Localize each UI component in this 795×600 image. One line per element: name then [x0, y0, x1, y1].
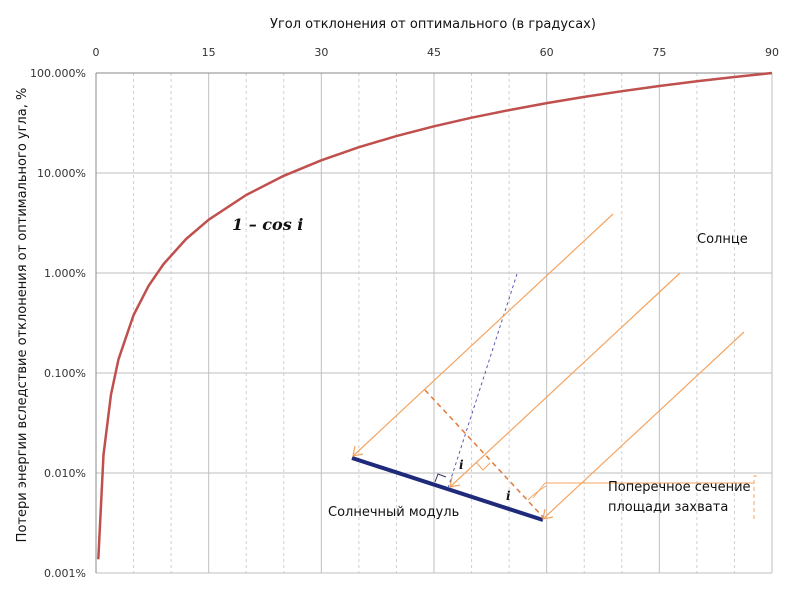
y-tick-labels: 0.001% 0.010% 0.100% 1.000% 10.000% 100.000% — [30, 67, 86, 580]
y-tick-label: 1.000% — [44, 267, 86, 280]
axes — [95, 72, 772, 573]
x-tick-labels: 0 15 30 45 60 75 90 — [93, 46, 780, 59]
x-tick-label: 45 — [427, 46, 441, 59]
x-tick-label: 0 — [93, 46, 100, 59]
angle-label-bottom: i — [506, 489, 511, 503]
x-tick-label: 30 — [314, 46, 328, 59]
callout-bracket — [753, 475, 757, 520]
sun-ray-3-arrowhead — [542, 508, 554, 520]
x-tick-label: 60 — [540, 46, 554, 59]
angle-label-top: i — [459, 458, 464, 472]
angle-arc-top — [475, 461, 491, 471]
cross-section-label-line2: площади захвата — [608, 500, 728, 515]
sun-label: Солнце — [697, 232, 748, 247]
y-tick-label: 0.100% — [44, 367, 86, 380]
sun-ray-3 — [542, 331, 745, 520]
solar-module — [351, 456, 544, 522]
y-tick-label: 0.010% — [44, 467, 86, 480]
y-tick-label: 10.000% — [37, 167, 86, 180]
sun-angle-diagram: i i Солнце Солнечный модуль Поперечное с… — [328, 213, 757, 522]
module-normal — [447, 273, 518, 489]
y-tick-label: 100.000% — [30, 67, 86, 80]
capture-cross-section — [424, 389, 544, 518]
y-axis-title: Потери энергии вследствие отклонения от … — [15, 88, 30, 543]
formula-label: 1 – cos i — [232, 215, 303, 234]
sun-ray-1 — [352, 213, 614, 457]
x-tick-label: 90 — [765, 46, 779, 59]
angle-arc-bottom — [527, 485, 547, 501]
sun-ray-1-arrowhead — [352, 445, 364, 457]
x-tick-label: 15 — [202, 46, 216, 59]
cross-section-label-line1: Поперечное сечение — [608, 480, 751, 495]
sun-ray-2 — [449, 272, 681, 488]
right-angle-marker — [434, 473, 447, 483]
grid — [95, 72, 773, 574]
x-axis-title: Угол отклонения от оптимального (в граду… — [270, 17, 596, 32]
sun-ray-2-arrowhead — [449, 476, 461, 488]
y-tick-label: 0.001% — [44, 567, 86, 580]
series — [97, 71, 773, 560]
module-label: Солнечный модуль — [328, 505, 459, 520]
callout-leader-2 — [532, 482, 546, 499]
x-tick-label: 75 — [652, 46, 666, 59]
series-line-1-minus-cos — [97, 71, 773, 560]
